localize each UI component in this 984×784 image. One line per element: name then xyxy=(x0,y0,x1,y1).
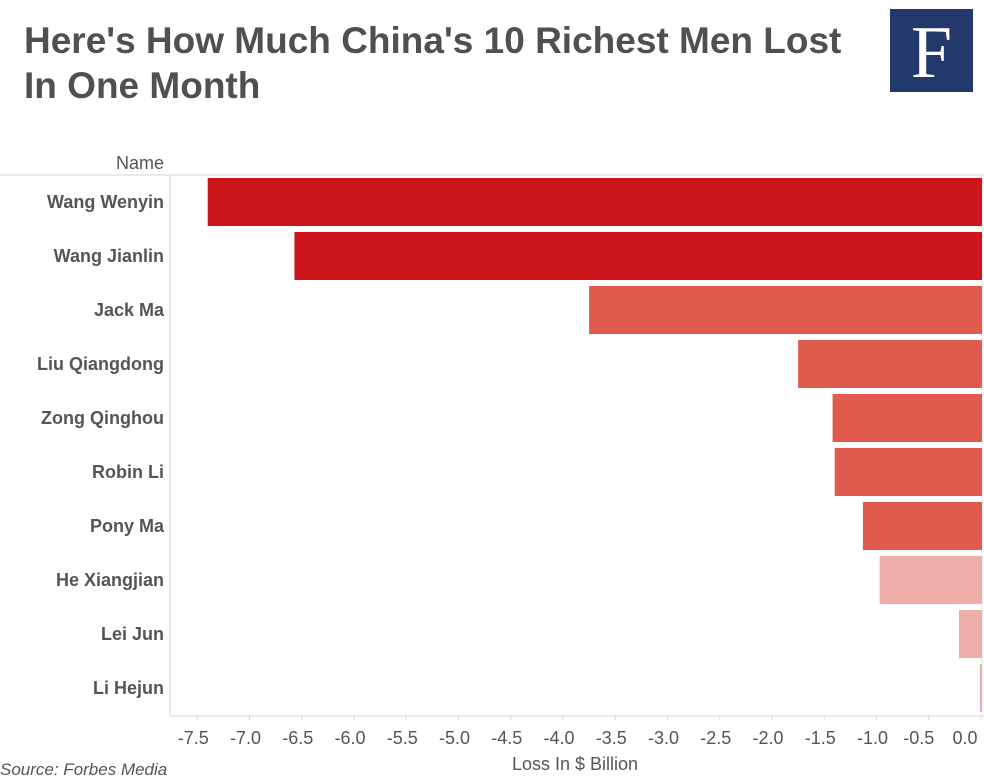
x-tick-label: -3.5 xyxy=(596,728,627,748)
bar xyxy=(862,502,982,550)
category-label: Robin Li xyxy=(92,462,164,482)
category-label: Zong Qinghou xyxy=(41,408,164,428)
bar xyxy=(832,394,982,442)
x-tick-label: -4.0 xyxy=(543,728,574,748)
forbes-logo: F xyxy=(890,9,973,94)
bar xyxy=(879,556,982,604)
category-label: Jack Ma xyxy=(94,300,165,320)
x-tick-label: -3.0 xyxy=(648,728,679,748)
bar xyxy=(798,340,982,388)
x-tick-label: -5.5 xyxy=(387,728,418,748)
x-axis-label: Loss In $ Billion xyxy=(512,754,638,774)
x-tick-label: -7.0 xyxy=(230,728,261,748)
category-label: He Xiangjian xyxy=(56,570,164,590)
x-tick-label: 0.0 xyxy=(952,728,977,748)
category-label: Li Hejun xyxy=(93,678,164,698)
x-tick-label: -7.5 xyxy=(178,728,209,748)
row-header: Name xyxy=(116,153,164,173)
category-label: Wang Jianlin xyxy=(54,246,164,266)
x-tick-label: -6.0 xyxy=(334,728,365,748)
source-note: Source: Forbes Media xyxy=(0,760,168,779)
x-tick-label: -1.5 xyxy=(805,728,836,748)
bar xyxy=(959,610,982,658)
bar xyxy=(589,286,982,334)
category-label: Wang Wenyin xyxy=(47,192,164,212)
x-tick-label: -4.5 xyxy=(491,728,522,748)
bar xyxy=(294,232,982,280)
x-tick-label: -1.0 xyxy=(857,728,888,748)
x-tick-label: -5.0 xyxy=(439,728,470,748)
bar xyxy=(979,664,982,712)
category-label: Liu Qiangdong xyxy=(37,354,164,374)
category-label: Pony Ma xyxy=(90,516,165,536)
bar xyxy=(207,178,982,226)
x-tick-label: -6.5 xyxy=(282,728,313,748)
x-tick-label: -2.0 xyxy=(752,728,783,748)
chart-title: Here's How Much China's 10 Richest Men L… xyxy=(24,20,842,106)
x-tick-label: -0.5 xyxy=(903,728,934,748)
x-tick-label: -2.5 xyxy=(700,728,731,748)
category-label: Lei Jun xyxy=(101,624,164,644)
bar xyxy=(834,448,982,496)
